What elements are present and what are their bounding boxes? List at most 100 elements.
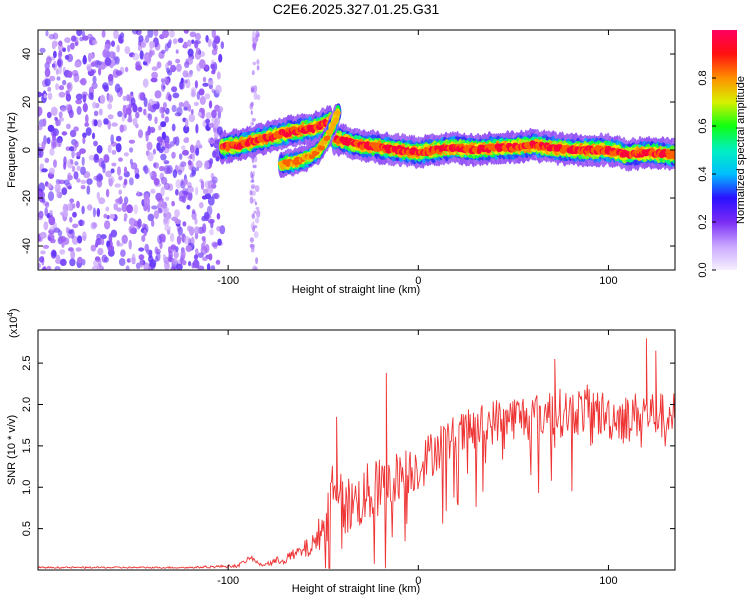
noise-blob [96, 179, 103, 188]
noise-blob [96, 191, 101, 200]
noise-blob [81, 30, 86, 37]
noise-stripe-blob [252, 42, 257, 47]
noise-blob [133, 204, 139, 215]
noise-blob [191, 166, 197, 175]
noise-blob [58, 117, 65, 122]
noise-blob [81, 205, 85, 215]
noise-blob [111, 40, 115, 47]
noise-blob [160, 82, 166, 92]
noise-blob [187, 104, 192, 112]
noise-blob [204, 93, 211, 100]
noise-stripe-blob [254, 201, 257, 206]
noise-blob [116, 197, 124, 205]
noise-blob [151, 71, 159, 79]
noise-blob [206, 263, 211, 270]
noise-blob [120, 249, 126, 257]
noise-blob [53, 50, 57, 59]
noise-stripe-blob [254, 217, 260, 224]
track-cell-secondary-track [325, 135, 331, 141]
noise-blob [208, 253, 213, 261]
noise-blob [125, 107, 132, 115]
noise-blob [128, 239, 132, 250]
noise-blob [40, 231, 47, 239]
noise-blob [143, 164, 149, 175]
noise-stripe-blob [250, 179, 255, 183]
noise-blob [208, 122, 215, 128]
noise-blob [216, 213, 221, 220]
noise-blob [75, 99, 83, 105]
noise-blob [113, 203, 118, 211]
noise-blob [67, 175, 73, 181]
noise-stripe-blob [256, 59, 260, 65]
noise-blob [91, 266, 99, 270]
noise-blob [178, 81, 185, 90]
noise-blob [160, 186, 165, 197]
noise-blob [38, 142, 41, 148]
colorbar: 0.0 0.2 0.4 0.6 0.8 Normalized spectral ampl… [697, 30, 747, 278]
noise-blob [197, 252, 204, 258]
noise-blob [93, 140, 98, 147]
colorbar-tick-label: 0.4 [697, 166, 709, 181]
noise-blob [172, 169, 178, 179]
noise-blob [138, 254, 145, 261]
noise-blob [101, 254, 108, 263]
noise-blob [116, 207, 122, 212]
noise-blob [103, 84, 109, 92]
noise-blob [38, 106, 43, 116]
noise-blob [123, 152, 129, 157]
noise-blob [69, 258, 76, 267]
noise-blob [184, 118, 189, 128]
noise-blob [165, 196, 170, 201]
noise-stripe-blob [256, 209, 261, 218]
noise-blob [104, 57, 112, 66]
noise-blob [55, 83, 60, 91]
noise-blob [73, 171, 79, 180]
noise-blob [59, 258, 67, 266]
noise-blob [47, 191, 55, 202]
noise-blob [156, 136, 163, 143]
bottom-y-tick-label: 2.5 [21, 355, 33, 370]
noise-blob [62, 203, 69, 213]
noise-blob [135, 262, 141, 270]
noise-blob [177, 226, 183, 236]
noise-blob [195, 123, 199, 134]
noise-blob [53, 159, 57, 168]
noise-blob [168, 250, 173, 260]
noise-blob [153, 162, 159, 169]
noise-blob [123, 196, 129, 205]
noise-blob [80, 185, 86, 190]
noise-blob [118, 189, 123, 195]
noise-stripe-blob [250, 110, 253, 115]
noise-stripe-blob [255, 206, 260, 211]
noise-blob [137, 44, 142, 52]
noise-blob [100, 234, 107, 240]
noise-blob [89, 53, 94, 60]
noise-blob [191, 209, 196, 215]
noise-blob [187, 48, 194, 57]
noise-blob [174, 112, 182, 117]
noise-blob [171, 200, 176, 207]
noise-blob [44, 157, 50, 163]
noise-blob [110, 229, 118, 238]
colorbar-tick-label: 0.0 [697, 262, 709, 277]
noise-blob [172, 258, 178, 265]
noise-blob [49, 75, 56, 82]
noise-blob [123, 178, 128, 186]
noise-blob [65, 226, 69, 234]
noise-stripe-blob [252, 164, 257, 169]
noise-blob [70, 250, 76, 260]
noise-blob [43, 221, 49, 231]
noise-blob [183, 235, 190, 245]
noise-blob [38, 210, 44, 219]
top-y-tick-label: 0 [21, 147, 33, 153]
noise-blob [190, 87, 196, 95]
noise-blob [198, 88, 205, 96]
noise-blob [179, 153, 183, 160]
noise-blob [107, 144, 112, 154]
noise-blob [56, 76, 61, 81]
noise-blob [156, 61, 162, 69]
bottom-y-tick-label: 0.5 [21, 521, 33, 536]
noise-blob [206, 205, 213, 216]
noise-blob [174, 219, 182, 225]
